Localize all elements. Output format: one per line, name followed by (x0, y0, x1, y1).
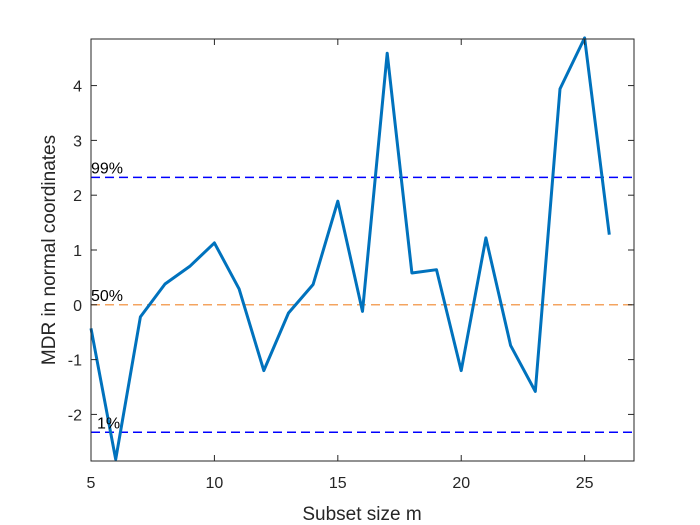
x-tick-label: 10 (206, 475, 224, 492)
y-tick-label: 1 (73, 243, 82, 260)
x-tick-label: 5 (87, 475, 96, 492)
y-axis: -2 -1 0 1 2 3 4 (68, 79, 634, 424)
reference-label: 50% (91, 288, 123, 305)
y-tick-label: -2 (68, 407, 82, 424)
series-group (89, 36, 611, 461)
x-axis: 5 10 15 20 25 (87, 39, 594, 492)
plot-background (91, 39, 634, 461)
y-tick-label: 2 (73, 188, 82, 205)
reference-label: 1% (97, 415, 120, 432)
y-tick-label: 3 (73, 133, 82, 150)
x-tick-label: 20 (452, 475, 470, 492)
reference-labels: 99% 50% 1% (91, 160, 123, 432)
y-tick-label: 0 (73, 298, 82, 315)
reference-label: 99% (91, 160, 123, 177)
y-tick-label: -1 (68, 353, 82, 370)
x-axis-label: Subset size m (302, 504, 421, 525)
x-tick-label: 15 (329, 475, 347, 492)
x-tick-label: 25 (576, 475, 594, 492)
y-tick-label: 4 (73, 79, 82, 96)
y-axis-label: MDR in normal coordinates (39, 135, 60, 365)
series-line (89, 36, 611, 461)
